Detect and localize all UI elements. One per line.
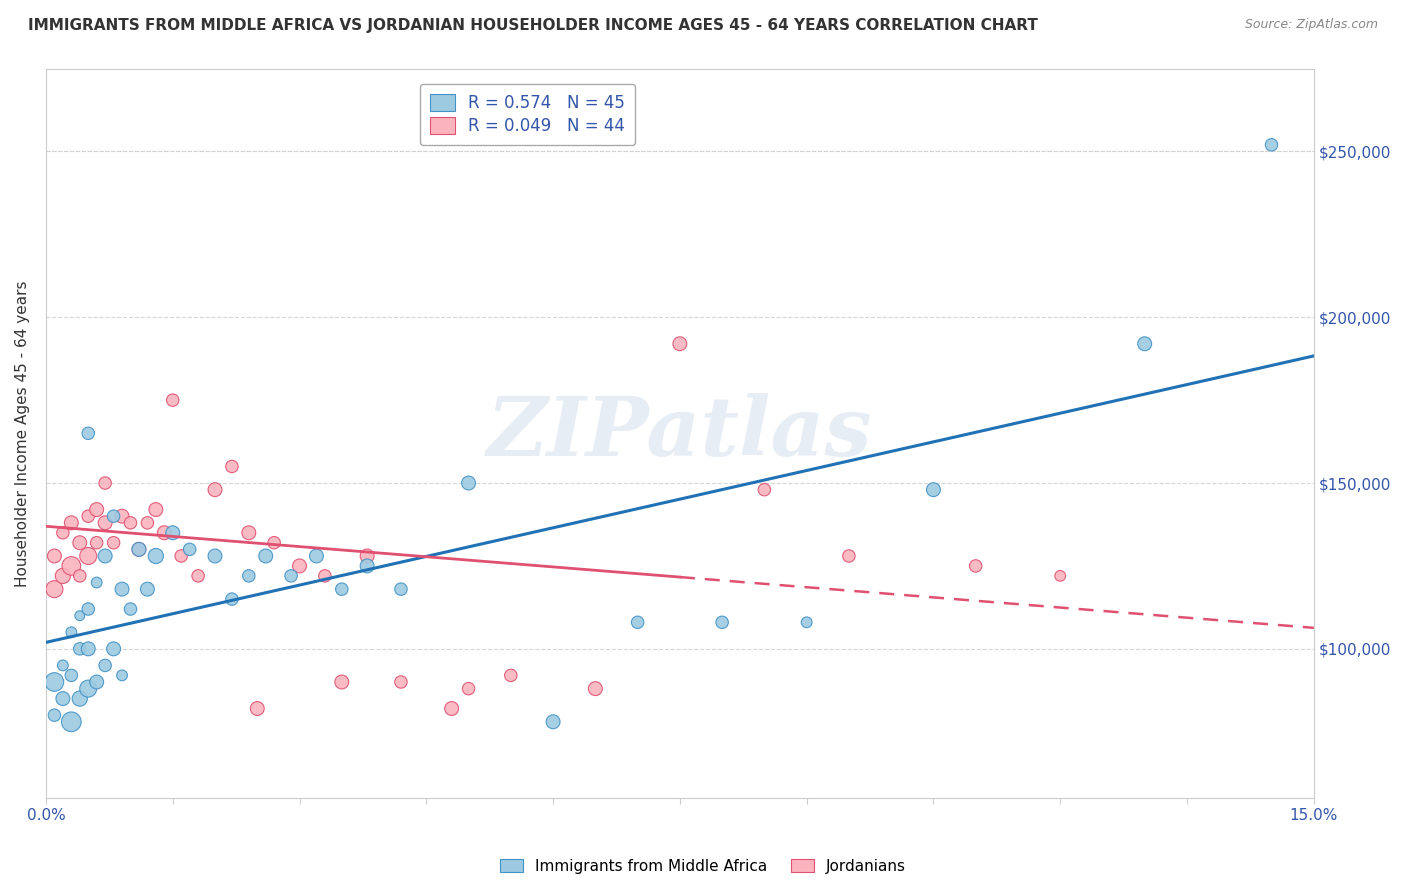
Point <box>204 483 226 497</box>
Point <box>440 701 463 715</box>
Point <box>754 483 776 497</box>
Point <box>77 426 100 441</box>
Point <box>221 459 243 474</box>
Point <box>52 691 75 706</box>
Point <box>94 549 117 563</box>
Point <box>457 681 479 696</box>
Point <box>94 658 117 673</box>
Point <box>44 549 66 563</box>
Text: Source: ZipAtlas.com: Source: ZipAtlas.com <box>1244 18 1378 31</box>
Point <box>145 549 167 563</box>
Point <box>128 542 150 557</box>
Text: ZIPatlas: ZIPatlas <box>486 393 873 474</box>
Point <box>170 549 193 563</box>
Point <box>187 569 209 583</box>
Point <box>288 558 311 573</box>
Text: IMMIGRANTS FROM MIDDLE AFRICA VS JORDANIAN HOUSEHOLDER INCOME AGES 45 - 64 YEARS: IMMIGRANTS FROM MIDDLE AFRICA VS JORDANI… <box>28 18 1038 33</box>
Point <box>626 615 648 630</box>
Point <box>103 509 125 524</box>
Point <box>120 602 142 616</box>
Point <box>136 582 159 596</box>
Legend: R = 0.574   N = 45, R = 0.049   N = 44: R = 0.574 N = 45, R = 0.049 N = 44 <box>420 84 636 145</box>
Point <box>77 509 100 524</box>
Point <box>60 558 83 573</box>
Point <box>60 668 83 682</box>
Point <box>499 668 522 682</box>
Point <box>305 549 328 563</box>
Point <box>238 569 260 583</box>
Point <box>60 516 83 530</box>
Point <box>69 569 91 583</box>
Y-axis label: Householder Income Ages 45 - 64 years: Householder Income Ages 45 - 64 years <box>15 280 30 587</box>
Point <box>77 681 100 696</box>
Point <box>69 641 91 656</box>
Point <box>44 582 66 596</box>
Point <box>94 516 117 530</box>
Point <box>136 516 159 530</box>
Point <box>330 675 353 690</box>
Point <box>583 681 606 696</box>
Point <box>77 602 100 616</box>
Point <box>77 38 100 53</box>
Point <box>44 708 66 723</box>
Point <box>238 525 260 540</box>
Point <box>86 575 108 590</box>
Point <box>86 675 108 690</box>
Point <box>330 582 353 596</box>
Point <box>1049 569 1071 583</box>
Point <box>711 615 734 630</box>
Point <box>389 675 412 690</box>
Point <box>922 483 945 497</box>
Point <box>796 615 818 630</box>
Point <box>1260 137 1282 152</box>
Point <box>280 569 302 583</box>
Point <box>204 549 226 563</box>
Point <box>263 535 285 549</box>
Point <box>77 549 100 563</box>
Point <box>179 542 201 557</box>
Point <box>314 569 336 583</box>
Point <box>356 558 378 573</box>
Point <box>94 476 117 491</box>
Point <box>111 582 134 596</box>
Point <box>1133 336 1156 351</box>
Point <box>120 516 142 530</box>
Point <box>69 691 91 706</box>
Point <box>162 525 184 540</box>
Point <box>111 668 134 682</box>
Point <box>52 525 75 540</box>
Point <box>60 625 83 640</box>
Point <box>77 641 100 656</box>
Point <box>44 675 66 690</box>
Point <box>60 714 83 729</box>
Point <box>254 549 277 563</box>
Point <box>111 509 134 524</box>
Point <box>69 608 91 623</box>
Point <box>838 549 860 563</box>
Point <box>145 502 167 516</box>
Point <box>52 658 75 673</box>
Point <box>221 592 243 607</box>
Point <box>246 701 269 715</box>
Legend: Immigrants from Middle Africa, Jordanians: Immigrants from Middle Africa, Jordanian… <box>494 853 912 880</box>
Point <box>389 582 412 596</box>
Point <box>153 525 176 540</box>
Point <box>103 535 125 549</box>
Point <box>86 502 108 516</box>
Point <box>457 476 479 491</box>
Point <box>128 542 150 557</box>
Point <box>103 641 125 656</box>
Point <box>52 569 75 583</box>
Point <box>965 558 987 573</box>
Point <box>162 393 184 408</box>
Point <box>356 549 378 563</box>
Point <box>69 535 91 549</box>
Point <box>669 336 692 351</box>
Point <box>86 535 108 549</box>
Point <box>541 714 564 729</box>
